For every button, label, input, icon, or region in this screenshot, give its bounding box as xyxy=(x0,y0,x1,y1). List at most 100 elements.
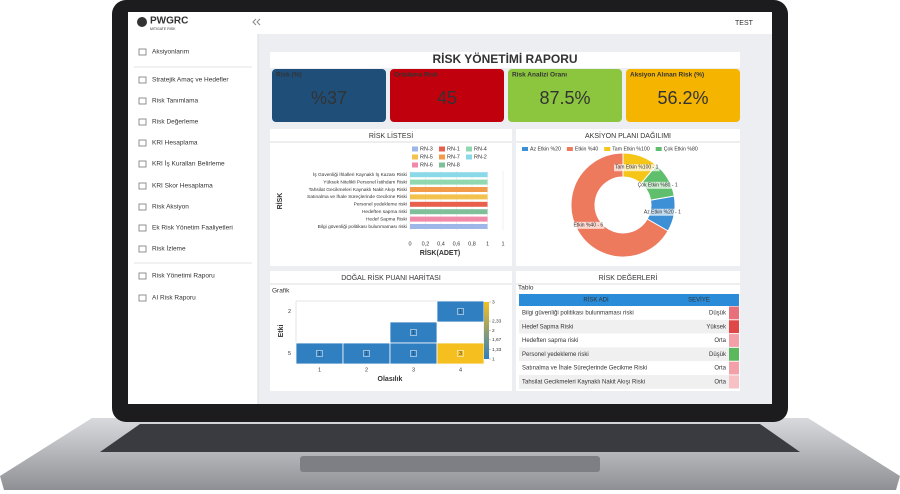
legend-swatch xyxy=(439,146,445,152)
table-row xyxy=(519,375,739,389)
table-row xyxy=(519,347,739,362)
menu-item: KRI Hesaplama xyxy=(152,140,198,147)
legend-label: RN-8 xyxy=(447,162,460,168)
legend-label: RN-5 xyxy=(420,154,433,160)
menu-icon xyxy=(138,139,147,147)
legend-label: RN-6 xyxy=(420,162,433,168)
menu-item: Risk Değerleme xyxy=(152,119,199,126)
cell-label-bg xyxy=(363,350,370,357)
x-tick-label: 0,2 xyxy=(422,241,430,247)
colorbar-label: 3 xyxy=(492,299,495,305)
kpi-value: 87.5% xyxy=(539,88,590,108)
menu-icon xyxy=(138,97,147,105)
cell-label-bg xyxy=(457,350,464,357)
legend-swatch xyxy=(439,162,445,168)
y-tick-label: İş Güvenliği İhlalleri Kaynaklı İş Kazas… xyxy=(313,171,407,178)
y-axis-title: Etki xyxy=(278,325,285,338)
report-title: RİSK YÖNETİMİ RAPORU xyxy=(432,51,577,66)
legend-label: Az Etkin %20 xyxy=(530,146,561,152)
level-swatch xyxy=(729,306,739,320)
risk-name: Personel yedekleme riski xyxy=(522,352,589,358)
legend-label: Çok Etkin %80 xyxy=(664,146,698,152)
donut-slice xyxy=(570,152,669,258)
colorbar-label: 1,67 xyxy=(492,337,502,343)
cell-label: 1 xyxy=(365,351,368,357)
x-tick-label: 0,6 xyxy=(453,241,461,247)
level-swatch xyxy=(729,375,739,389)
bar xyxy=(410,187,488,192)
menu-item: Risk Aksiyon xyxy=(152,204,189,211)
data-label-bg xyxy=(642,208,683,216)
risk-level: Orta xyxy=(714,366,726,372)
x-tick-label: 0,4 xyxy=(437,241,445,247)
menu-item: Ek Risk Yönetim Faaliyetleri xyxy=(152,225,233,232)
risk-level: Orta xyxy=(714,379,726,385)
y-tick-label: 5 xyxy=(288,351,291,357)
kpi-card xyxy=(272,69,386,122)
kpi-value: 56.2% xyxy=(657,88,708,108)
level-swatch xyxy=(729,334,739,347)
y-tick-label: Satınalma ve İhale Süreçlerinde Gecikme … xyxy=(307,193,407,200)
keyboard xyxy=(100,424,800,452)
menu-icon xyxy=(138,245,147,253)
risk-level: Yüksek xyxy=(706,324,727,330)
menu-icon xyxy=(138,203,147,211)
level-swatch xyxy=(729,361,739,375)
x-axis-title: Olasılık xyxy=(378,376,403,383)
bar xyxy=(410,172,488,178)
data-label-bg xyxy=(572,221,605,229)
y-tick-label: Tahsilat Gecikmeleri Kaynaklı Nakit Akış… xyxy=(309,187,407,193)
chart-title: DOĞAL RİSK PUANI HARİTASI xyxy=(341,273,441,282)
legend-swatch xyxy=(604,147,611,151)
legend-swatch xyxy=(655,147,662,151)
risk-name: Hedeften sapma riski xyxy=(522,338,578,344)
x-tick-label: 4 xyxy=(459,367,462,373)
table-header xyxy=(519,294,739,306)
bar xyxy=(410,201,488,207)
colorbar-label: 1,33 xyxy=(492,347,502,353)
colorbar-label: 2,33 xyxy=(492,318,502,324)
menu-item: Risk İzleme xyxy=(152,244,186,253)
bar xyxy=(410,179,488,185)
kpi-card xyxy=(508,69,622,122)
level-swatch xyxy=(729,320,739,334)
logo-mark xyxy=(137,17,147,27)
bar xyxy=(410,216,488,222)
legend-label: RN-4 xyxy=(474,146,487,152)
user-name: TEST xyxy=(735,20,754,27)
x-tick-label: 1 xyxy=(486,241,489,247)
menu-item: AI Risk Raporu xyxy=(152,295,196,302)
risk-level: Orta xyxy=(714,338,726,344)
kpi-value: 45 xyxy=(437,88,457,108)
kpi-label: Risk (%) xyxy=(276,72,302,79)
menu-icon xyxy=(138,48,147,56)
menu-item: Stratejik Amaç ve Hedefler xyxy=(152,77,229,84)
logo: PWGRC xyxy=(150,16,188,27)
kpi-value: %37 xyxy=(311,88,347,108)
cell-label-bg xyxy=(410,350,417,357)
menu-icon xyxy=(138,76,147,84)
bar xyxy=(410,194,488,200)
logo-subtitle: MITIGATE RISK xyxy=(150,27,176,31)
x-tick-label: 0,8 xyxy=(468,241,476,247)
legend-label: Etkin %40 xyxy=(575,146,598,152)
x-axis-title: RİSK(ADET) xyxy=(420,249,460,257)
collapse-icon[interactable] xyxy=(252,18,261,26)
data-label-bg xyxy=(636,181,679,189)
y-axis-title: RİSK xyxy=(276,193,284,210)
legend-swatch xyxy=(466,154,472,160)
menu-icon xyxy=(138,160,147,168)
cell-label: 1 xyxy=(412,330,415,336)
risk-level: Düşük xyxy=(709,352,727,358)
menu-item: KRI İş Kuralları Belirleme xyxy=(152,159,225,168)
data-label: Tam Etkin %100 - 1 xyxy=(615,165,659,171)
legend-swatch xyxy=(439,154,445,160)
risk-name: Tahsilat Gecikmeleri Kaynaklı Nakit Akış… xyxy=(522,379,645,385)
cell-label: 3 xyxy=(459,351,462,357)
column-header: RİSK ADI xyxy=(583,297,609,304)
x-tick-label: 1 xyxy=(318,367,321,373)
bar xyxy=(410,209,488,215)
menu-item: Risk Yönetimi Raporu xyxy=(152,273,215,280)
menu-icon xyxy=(138,272,147,280)
